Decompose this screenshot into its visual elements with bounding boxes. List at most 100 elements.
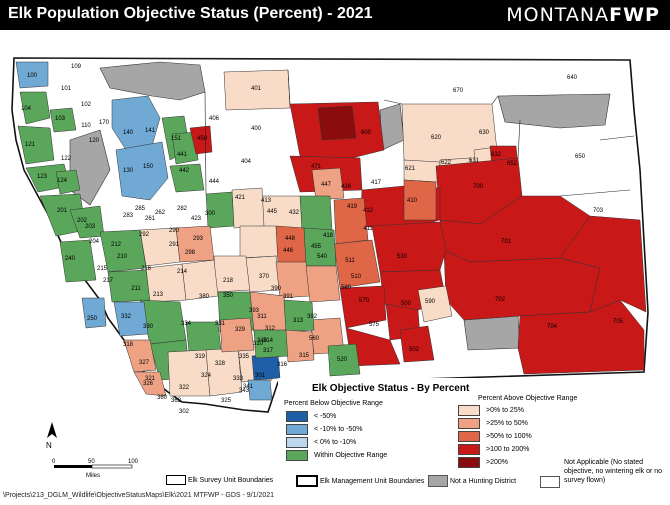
district-label: 441 [177,152,188,158]
district-label: 322 [179,385,190,391]
scale-tick-50: 50 [88,459,95,465]
district-label: 250 [87,316,98,322]
district-label: 328 [215,361,226,367]
district-label: 282 [177,206,188,212]
district-label: 448 [285,236,296,242]
district-label: 302 [179,409,190,415]
eastern-units [309,157,647,377]
district-label: 650 [575,154,586,160]
above-legend-item: >0% to 25% [458,404,532,417]
map-title: Elk Population Objective Status (Percent… [8,5,373,22]
district-label: 124 [57,178,68,184]
district-label: 151 [171,136,182,142]
above-label: >0% to 25% [486,407,524,414]
district-label: 170 [99,120,110,126]
fwp-logo: MONTANAFWP [506,4,660,26]
district-label: 631 [469,158,480,164]
below-swatch [286,424,308,435]
above-swatch [458,431,480,442]
district-label: 130 [123,168,134,174]
district-label: 318 [123,342,134,348]
district-label: 410 [407,198,418,204]
district-label: 447 [321,182,332,188]
district-label: 335 [239,354,250,360]
district-label: 215 [97,266,108,272]
district-label: 632 [491,152,502,158]
district-label: 312 [265,326,276,332]
not-hunting-label: Not a Hunting District [449,477,517,485]
district-label: 700 [473,184,484,190]
district-label: 104 [21,106,32,112]
scale-tick-0: 0 [52,459,56,465]
management-unit-label: Elk Management Unit Boundaries [319,477,425,485]
district-label: 417 [371,180,382,186]
scale-bar-graphic: 0 50 100 Miles [52,459,139,479]
above-legend-item: >200% [458,456,532,469]
district-label: 580 [341,285,352,291]
district-label: 423 [191,216,202,222]
district-labels: 100 101 109 102 104 103 170 110 120 121 … [21,64,624,415]
district-label: 327 [139,360,150,366]
district-label: 404 [241,159,252,165]
legend-survey-units: Elk Survey Unit Boundaries [166,475,273,485]
district-label: 406 [209,116,220,122]
district-label: 316 [277,362,288,368]
below-label: < 0% to -10% [314,439,357,446]
district-label: 202 [77,218,88,224]
above-label: >25% to 50% [486,420,528,427]
below-legend-item: < -50% [286,410,387,423]
district-label: 622 [441,160,452,166]
below-legend-item: < -10% to -50% [286,423,387,436]
district-label: 301 [255,373,266,379]
district-label: 401 [251,86,262,92]
above-legend-item: >50% to 100% [458,430,532,443]
district-label: 214 [177,269,188,275]
district-label: 204 [89,239,100,245]
district-label: 216 [141,266,152,272]
below-label: < -10% to -50% [314,426,363,433]
district-label: 701 [501,239,512,245]
district-label: 326 [143,381,154,387]
below-label: < -50% [314,413,337,420]
above-swatch [458,444,480,455]
district-label: 140 [123,130,134,136]
district-label: 444 [209,179,220,185]
district-label: 333 [233,376,244,382]
district-label: 103 [55,116,66,122]
below-legend-item: < 0% to -10% [286,436,387,449]
legend: Elk Objective Status - By Percent Percen… [166,378,666,498]
above-swatch [458,418,480,429]
below-swatch [286,411,308,422]
district-label: 362 [171,398,182,404]
district-label: 600 [361,130,372,136]
legend-management-units: Elk Management Unit Boundaries [296,475,424,487]
district-label: 201 [57,208,68,214]
district-label: 570 [359,298,370,304]
district-label: 412 [363,208,374,214]
district-label: 293 [193,236,204,242]
brand-bold: FWP [609,4,660,26]
not-applicable-swatch [540,476,560,488]
management-unit-swatch [296,475,318,487]
district-label: 419 [347,204,358,210]
district-label: 370 [259,274,270,280]
district-label: 212 [111,242,122,248]
district-label: 530 [397,254,408,260]
district-label: 500 [401,301,412,307]
district-label: 540 [317,254,328,260]
district-label: 630 [479,130,490,136]
district-label: 341 [243,384,254,390]
district-label: 261 [145,216,156,222]
survey-unit-swatch [166,475,186,485]
district-label: 122 [61,156,72,162]
district-label: 101 [61,86,72,92]
central-mosaic [59,167,345,401]
district-label: 360 [157,395,168,401]
district-label: 110 [81,123,91,129]
north-arrow-icon: N [46,422,57,450]
district-label: 291 [169,242,180,248]
district-label: 400 [251,126,262,132]
legend-above-list: >0% to 25% >25% to 50% >50% to 100% >100 to… [458,404,532,469]
district-boundaries [13,57,635,197]
district-label: 380 [199,294,210,300]
